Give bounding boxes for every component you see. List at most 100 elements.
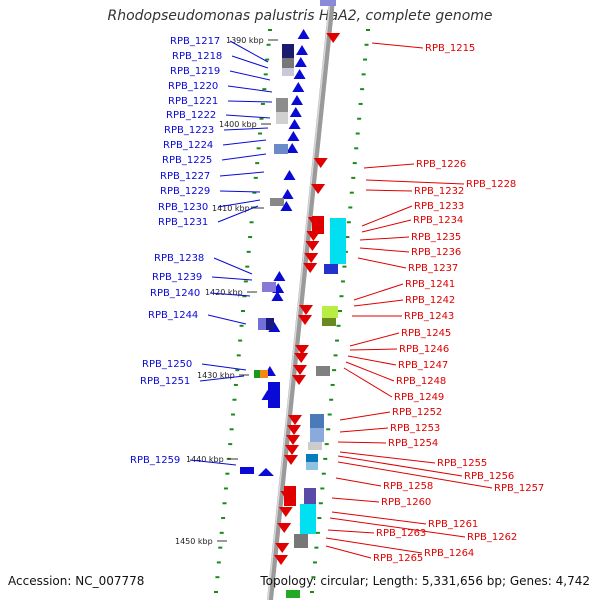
- reverse-gene-label: RPB_1232: [414, 186, 464, 197]
- kbp-label: 1440 kbp: [186, 455, 224, 464]
- reverse-gene-leader: [361, 219, 412, 233]
- outer-tick-dot: [232, 398, 237, 401]
- forward-gene-arrow: [286, 143, 299, 153]
- outer-tick-dot: [252, 191, 257, 194]
- inner-tick-dot: [364, 43, 369, 46]
- feature-box: [322, 306, 338, 318]
- inner-tick-dot: [354, 147, 359, 150]
- feature-box: [276, 98, 288, 112]
- kbp-label: 1420 kbp: [205, 288, 243, 297]
- outer-tick-dot: [249, 221, 254, 224]
- inner-tick-dot: [335, 339, 340, 342]
- inner-tick-dot: [317, 517, 322, 520]
- reverse-gene-arrow: [287, 425, 301, 435]
- forward-gene-label: RPB_1240: [150, 288, 200, 299]
- forward-gene-leader: [211, 276, 253, 281]
- feature-box: [276, 112, 288, 124]
- reverse-gene-arrow: [292, 375, 306, 385]
- reverse-gene-leader: [339, 427, 389, 433]
- kbp-label: 1450 kbp: [175, 537, 213, 546]
- forward-gene-arrow: [280, 201, 293, 211]
- reverse-gene-arrow: [285, 445, 299, 455]
- inner-tick-dot: [348, 206, 353, 209]
- forward-gene-label: RPB_1250: [142, 359, 192, 370]
- outer-tick-dot: [263, 73, 268, 76]
- forward-gene-leader: [217, 199, 261, 208]
- reverse-gene-arrow: [295, 345, 309, 355]
- feature-box: [306, 454, 318, 462]
- forward-gene-label: RPB_1259: [130, 455, 180, 466]
- reverse-gene-label: RPB_1236: [411, 247, 461, 258]
- feature-box: [308, 442, 322, 450]
- reverse-gene-leader: [339, 451, 436, 464]
- forward-gene-arrow: [271, 291, 284, 301]
- feature-box: [300, 504, 316, 534]
- inner-tick-dot: [332, 369, 337, 372]
- feature-box: [310, 414, 324, 428]
- outer-tick-dot: [229, 428, 234, 431]
- forward-gene-leader: [213, 257, 253, 275]
- reverse-gene-label: RPB_1262: [467, 532, 517, 543]
- outer-tick-dot: [243, 280, 248, 283]
- outer-tick-dot: [241, 310, 245, 312]
- reverse-gene-leader: [331, 497, 380, 503]
- inner-tick-dot: [327, 413, 332, 416]
- outer-tick-dot: [225, 472, 230, 475]
- feature-box: [282, 44, 294, 58]
- forward-gene-label: RPB_1244: [148, 310, 198, 321]
- reverse-gene-arrow: [326, 33, 341, 43]
- forward-gene-leader: [209, 292, 251, 297]
- reverse-gene-leader: [349, 348, 398, 351]
- reverse-gene-leader: [359, 247, 410, 253]
- outer-tick-dot: [259, 117, 264, 120]
- inner-tick-dot: [312, 561, 317, 564]
- reverse-gene-arrow: [294, 353, 309, 363]
- feature-box: [270, 198, 284, 206]
- forward-gene-leader: [229, 40, 269, 63]
- reverse-gene-label: RPB_1247: [398, 360, 448, 371]
- forward-gene-leader: [231, 55, 269, 69]
- inner-tick-dot: [366, 29, 370, 31]
- reverse-gene-label: RPB_1234: [413, 215, 463, 226]
- outer-tick-dot: [216, 561, 221, 564]
- reverse-gene-label: RPB_1248: [396, 376, 446, 387]
- reverse-gene-label: RPB_1233: [414, 201, 464, 212]
- reverse-gene-arrow: [286, 435, 300, 445]
- reverse-gene-arrow: [311, 184, 326, 194]
- forward-gene-leader: [219, 171, 265, 177]
- reverse-gene-label: RPB_1263: [376, 528, 426, 539]
- outer-tick-dot: [236, 354, 241, 357]
- outer-tick-dot: [235, 369, 240, 372]
- forward-gene-label: RPB_1230: [158, 202, 208, 213]
- forward-gene-label: RPB_1238: [154, 253, 204, 264]
- outer-tick-dot: [255, 162, 260, 165]
- inner-tick-dot: [342, 265, 347, 268]
- inner-tick-dot: [339, 295, 344, 298]
- reverse-gene-leader: [337, 461, 493, 489]
- reverse-gene-arrow: [293, 365, 307, 375]
- forward-gene-label: RPB_1229: [160, 186, 210, 197]
- reverse-gene-label: RPB_1257: [494, 483, 544, 494]
- reverse-gene-label: RPB_1249: [394, 392, 444, 403]
- reverse-gene-label: RPB_1265: [373, 553, 423, 564]
- outer-tick-dot: [223, 487, 228, 490]
- outer-tick-dot: [231, 413, 236, 416]
- inner-tick-dot: [310, 591, 314, 593]
- inner-tick-dot: [351, 176, 356, 179]
- kbp-label: 1390 kbp: [226, 36, 264, 45]
- inner-tick-dot: [363, 58, 368, 61]
- feature-box: [274, 144, 288, 154]
- forward-gene-arrow: [294, 57, 307, 67]
- outer-tick-dot: [260, 102, 265, 105]
- reverse-gene-leader: [365, 179, 465, 185]
- outer-tick-dot: [215, 576, 220, 579]
- reverse-gene-label: RPB_1258: [383, 481, 433, 492]
- inner-tick-dot: [355, 132, 360, 135]
- inner-tick-dot: [360, 88, 365, 91]
- feature-box: [260, 370, 268, 378]
- forward-gene-label: RPB_1217: [170, 36, 220, 47]
- forward-gene-label: RPB_1223: [164, 125, 214, 136]
- reverse-gene-arrow: [278, 507, 293, 517]
- inner-tick-dot: [326, 428, 331, 431]
- reverse-gene-leader: [349, 332, 400, 347]
